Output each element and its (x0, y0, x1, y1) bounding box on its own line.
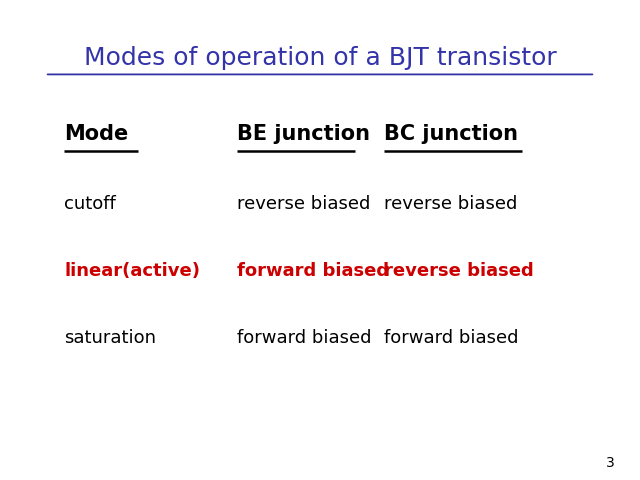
Text: forward biased: forward biased (237, 262, 389, 280)
Text: forward biased: forward biased (384, 329, 518, 348)
Text: forward biased: forward biased (237, 329, 371, 348)
Text: Modes of operation of a BJT transistor: Modes of operation of a BJT transistor (84, 46, 556, 70)
Text: 3: 3 (605, 456, 614, 470)
Text: cutoff: cutoff (64, 195, 116, 213)
Text: reverse biased: reverse biased (384, 195, 517, 213)
Text: reverse biased: reverse biased (384, 262, 534, 280)
Text: Mode: Mode (64, 124, 128, 144)
Text: BC junction: BC junction (384, 124, 518, 144)
Text: linear(active): linear(active) (64, 262, 200, 280)
Text: BE junction: BE junction (237, 124, 370, 144)
Text: saturation: saturation (64, 329, 156, 348)
Text: reverse biased: reverse biased (237, 195, 370, 213)
